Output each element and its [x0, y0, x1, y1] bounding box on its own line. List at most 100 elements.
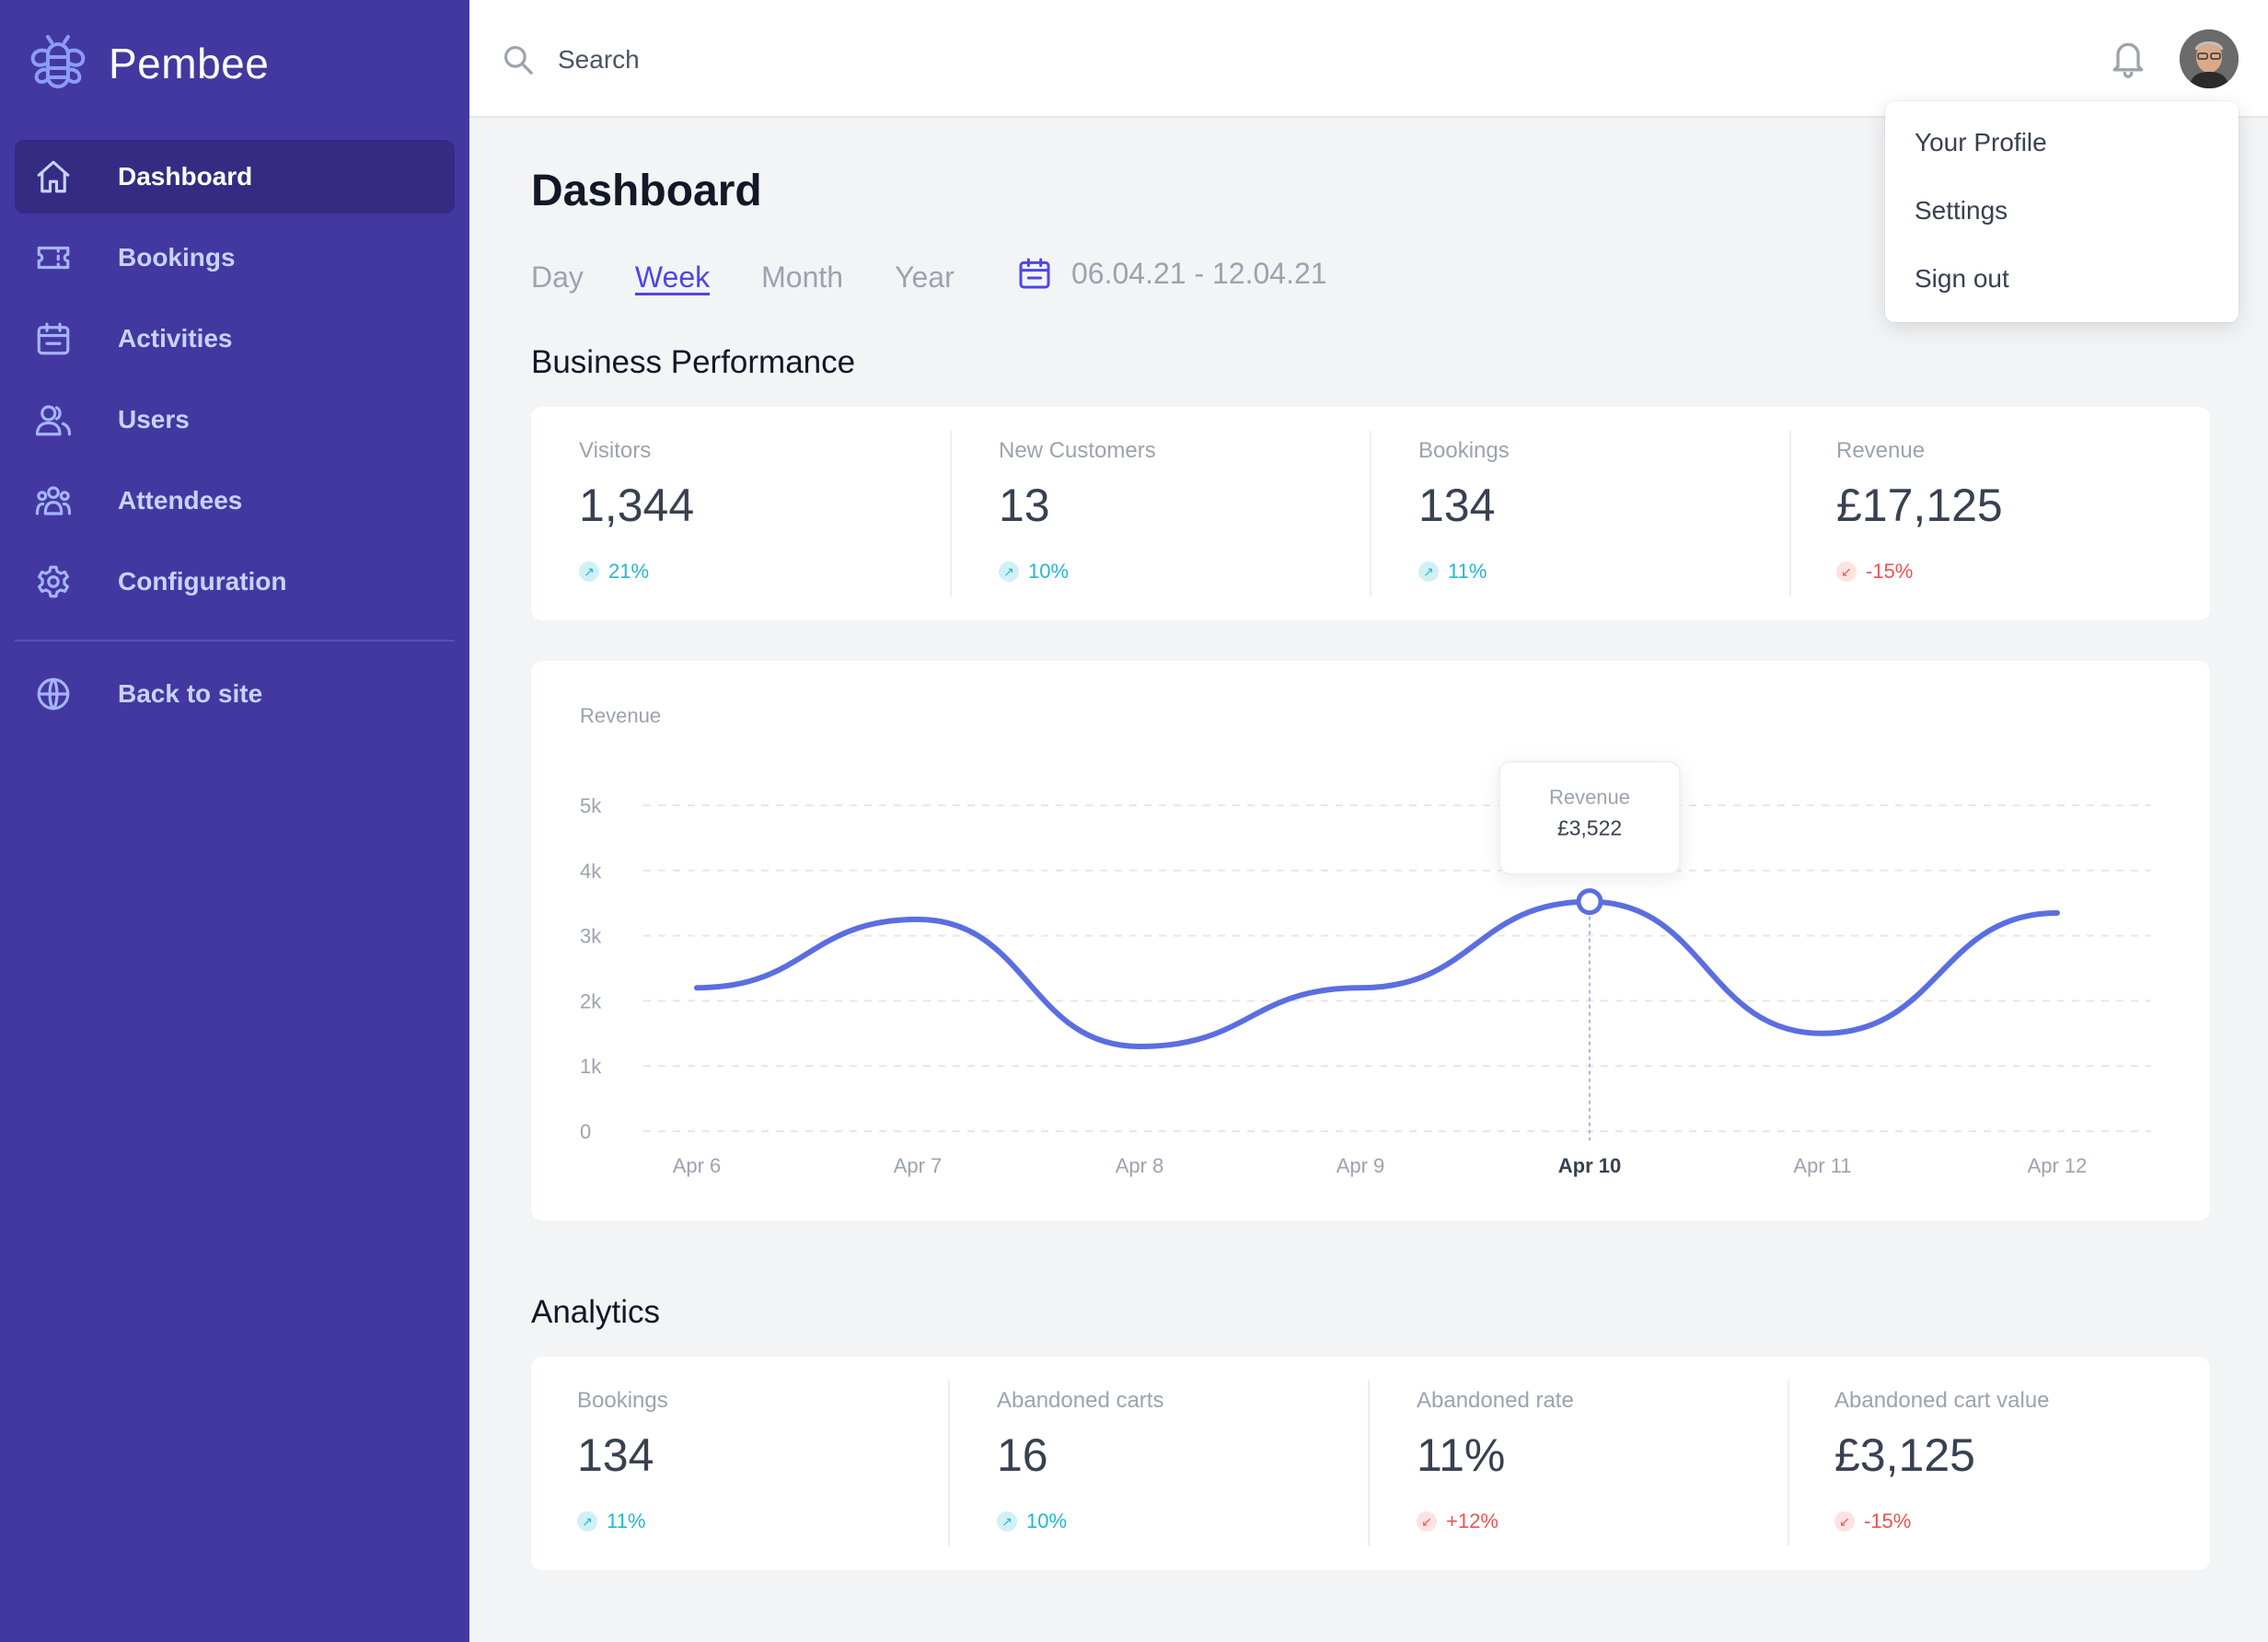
- stat-abandoned-rate: Abandoned rate 11% ↙ +12%: [1369, 1357, 1788, 1570]
- y-tick-label: 4k: [580, 860, 602, 883]
- tab-week[interactable]: Week: [634, 260, 711, 294]
- arrow-down-left-icon: ↙: [1834, 1511, 1855, 1532]
- menu-item-settings[interactable]: Settings: [1915, 196, 2008, 225]
- revenue-series-line: [694, 898, 2060, 1049]
- arrow-up-right-icon: ↗: [1418, 561, 1439, 582]
- bee-logo-icon: [30, 35, 86, 88]
- arrow-up-right-icon: ↗: [997, 1511, 1017, 1532]
- stat-change-value: 21%: [608, 560, 650, 583]
- tab-year[interactable]: Year: [895, 260, 955, 294]
- arrow-up-right-icon: ↗: [577, 1511, 597, 1532]
- tooltip-label: Revenue: [1549, 786, 1630, 809]
- tab-month[interactable]: Month: [761, 260, 844, 294]
- menu-item-your-profile[interactable]: Your Profile: [1915, 128, 2047, 156]
- stat-bookings: Bookings 134 ↗ 11%: [529, 1357, 949, 1570]
- home-icon: [33, 156, 74, 197]
- tab-day[interactable]: Day: [531, 260, 584, 294]
- x-tick-label: Apr 8: [1116, 1154, 1164, 1177]
- page-title: Dashboard: [531, 167, 762, 215]
- stat-label: Visitors: [579, 438, 652, 463]
- performance-stats-card: Visitors 1,344 ↗ 21% New Customers 13 ↗ 10…: [531, 407, 2210, 620]
- back-to-site-label: Back to site: [118, 679, 263, 708]
- sidebar-back-section: Back to site: [15, 657, 455, 738]
- revenue-chart-card: Revenue 0 1k 2k 3k 4k 5k Apr 6 Apr 7 Apr 8 Apr 9 Ap…: [531, 661, 2210, 1220]
- sidebar-item-activities[interactable]: Activities: [15, 302, 455, 376]
- top-bar: [469, 0, 2268, 118]
- stat-value: £3,125: [1834, 1429, 1975, 1481]
- search-icon: [503, 45, 533, 75]
- y-tick-label: 2k: [580, 989, 602, 1012]
- stat-value: 1,344: [579, 480, 695, 531]
- arrow-down-left-icon: ↙: [1836, 561, 1857, 582]
- stat-change-value: -15%: [1866, 560, 1914, 583]
- sidebar-item-label: Users: [118, 405, 190, 434]
- stat-divider: [1370, 431, 1371, 596]
- x-tick-label: Apr 9: [1336, 1154, 1385, 1177]
- calendar-icon: [1019, 258, 1050, 289]
- period-tabs: Day Week Month Year: [531, 256, 1006, 298]
- stat-change: ↙ +12%: [1417, 1509, 1498, 1533]
- arrow-up-right-icon: ↗: [579, 561, 599, 582]
- y-tick-label: 1k: [580, 1055, 602, 1078]
- sidebar-nav: Dashboard Bookings Activities Users Atte…: [15, 140, 455, 626]
- stat-change-value: 11%: [1448, 560, 1487, 583]
- date-range-label: 06.04.21 - 12.04.21: [1071, 256, 1327, 290]
- sidebar-item-attendees[interactable]: Attendees: [15, 464, 455, 538]
- back-to-site-link[interactable]: Back to site: [15, 657, 455, 731]
- globe-icon: [33, 674, 74, 714]
- sidebar-item-bookings[interactable]: Bookings: [15, 221, 455, 295]
- sidebar-divider: [15, 640, 455, 642]
- stat-abandoned-cart-value: Abandoned cart value £3,125 ↙ -15%: [1787, 1357, 2206, 1570]
- tooltip-box: [1498, 760, 1681, 875]
- avatar[interactable]: [2180, 29, 2239, 88]
- ticket-icon: [33, 237, 74, 278]
- tooltip-value: £3,522: [1557, 816, 1622, 840]
- stat-divider: [950, 431, 952, 596]
- search-input[interactable]: [558, 37, 1110, 83]
- data-point-marker: [1576, 888, 1603, 916]
- stat-label: Bookings: [577, 1388, 668, 1413]
- y-tick-label: 0: [580, 1120, 591, 1143]
- x-tick-label: Apr 6: [673, 1154, 722, 1177]
- user-group-icon: [33, 480, 74, 521]
- analytics-heading: Analytics: [531, 1294, 661, 1330]
- menu-item-sign-out[interactable]: Sign out: [1915, 264, 2009, 293]
- stat-visitors: Visitors 1,344 ↗ 21%: [531, 407, 951, 620]
- stat-value: £17,125: [1836, 480, 2003, 531]
- x-tick-label: Apr 11: [1793, 1154, 1851, 1177]
- stat-label: Bookings: [1418, 438, 1510, 463]
- stat-change: ↗ 21%: [579, 560, 649, 584]
- x-tick-label: Apr 12: [2028, 1154, 2088, 1177]
- sidebar-item-configuration[interactable]: Configuration: [15, 545, 455, 619]
- date-range-picker[interactable]: 06.04.21 - 12.04.21: [1016, 254, 1327, 293]
- sidebar-item-label: Activities: [118, 324, 233, 353]
- chart-title: Revenue: [580, 704, 661, 727]
- bell-icon[interactable]: [2108, 35, 2148, 81]
- sidebar-item-label: Bookings: [118, 243, 236, 272]
- stat-label: New Customers: [999, 438, 1156, 463]
- stat-divider: [1789, 431, 1791, 596]
- y-tick-label: 3k: [580, 925, 602, 948]
- y-tick-label: 5k: [580, 794, 602, 817]
- business-performance-heading: Business Performance: [531, 344, 856, 380]
- stat-change: ↙ -15%: [1836, 560, 1913, 584]
- stat-change: ↗ 10%: [999, 560, 1069, 584]
- brand[interactable]: Pembee: [28, 31, 269, 96]
- calendar-icon: [33, 318, 74, 359]
- stat-value: 134: [1418, 480, 1496, 531]
- stat-change: ↗ 10%: [997, 1509, 1067, 1533]
- stat-change-value: 10%: [1026, 1509, 1068, 1532]
- stat-divider: [1368, 1381, 1370, 1546]
- sidebar-item-dashboard[interactable]: Dashboard: [15, 140, 455, 214]
- stat-change-value: 10%: [1028, 560, 1070, 583]
- revenue-chart: Revenue 0 1k 2k 3k 4k 5k Apr 6 Apr 7 Apr 8 Apr 9 Ap…: [580, 704, 2151, 1177]
- x-tick-label: Apr 10: [1558, 1154, 1621, 1177]
- stat-change: ↗ 11%: [1418, 560, 1487, 584]
- user-menu-dropdown: Your Profile Settings Sign out: [1885, 101, 2239, 322]
- sidebar-item-label: Dashboard: [118, 162, 253, 191]
- stat-change: ↙ -15%: [1834, 1509, 1911, 1533]
- sidebar-item-users[interactable]: Users: [15, 383, 455, 457]
- stat-change-value: -15%: [1864, 1509, 1912, 1532]
- users-icon: [33, 399, 74, 440]
- brand-name: Pembee: [109, 40, 270, 87]
